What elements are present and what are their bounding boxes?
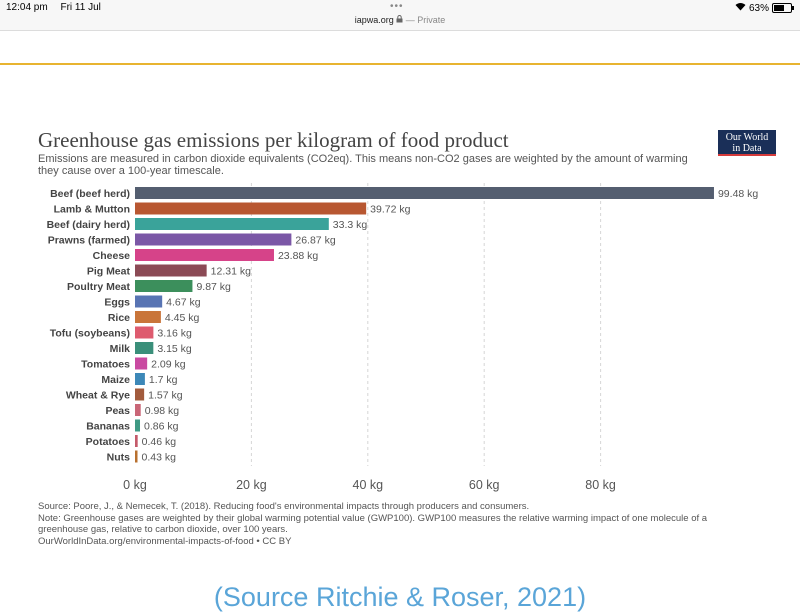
status-left: 12:04 pm Fri 11 Jul bbox=[6, 2, 111, 13]
category-label-4: Cheese bbox=[93, 250, 131, 262]
chart-footer: Source: Poore, J., & Nemecek, T. (2018).… bbox=[38, 501, 758, 547]
category-label-5: Pig Meat bbox=[87, 266, 131, 278]
status-time: 12:04 pm bbox=[6, 2, 48, 13]
logo-line-2: in Data bbox=[732, 143, 762, 154]
value-label-16: 0.46 kg bbox=[142, 436, 177, 448]
status-bar: 12:04 pm Fri 11 Jul ••• iapwa.org — Priv… bbox=[0, 0, 800, 31]
owid-logo[interactable]: Our World in Data bbox=[718, 130, 776, 156]
value-label-10: 3.15 kg bbox=[157, 343, 192, 355]
category-label-7: Eggs bbox=[104, 297, 130, 309]
x-tick-label-1: 20 kg bbox=[236, 478, 267, 492]
value-label-11: 2.09 kg bbox=[151, 359, 186, 371]
category-label-0: Beef (beef herd) bbox=[50, 188, 130, 200]
bar-0 bbox=[135, 187, 714, 199]
header-divider bbox=[0, 63, 800, 65]
category-label-17: Nuts bbox=[107, 452, 130, 464]
source-caption: (Source Ritchie & Roser, 2021) bbox=[213, 582, 587, 612]
category-label-14: Peas bbox=[105, 405, 130, 417]
url-text: iapwa.org bbox=[354, 15, 394, 25]
x-tick-label-0: 0 kg bbox=[123, 478, 147, 492]
bar-11 bbox=[135, 357, 148, 370]
value-label-1: 39.72 kg bbox=[370, 204, 410, 216]
category-label-10: Milk bbox=[110, 343, 131, 355]
bar-16 bbox=[135, 435, 138, 447]
bar-2 bbox=[135, 218, 329, 230]
value-label-9: 3.16 kg bbox=[157, 328, 192, 340]
battery-icon bbox=[772, 3, 794, 13]
chart-subtitle: Emissions are measured in carbon dioxide… bbox=[38, 153, 688, 177]
battery-percent: 63% bbox=[748, 2, 769, 14]
bar-8 bbox=[135, 311, 161, 323]
category-label-6: Poultry Meat bbox=[67, 281, 131, 293]
bar-9 bbox=[135, 326, 154, 339]
x-tick-label-2: 40 kg bbox=[353, 478, 384, 492]
bar-14 bbox=[135, 404, 141, 416]
status-right: 63% bbox=[735, 2, 794, 14]
bar-4 bbox=[135, 249, 274, 261]
x-tick-label-4: 80 kg bbox=[585, 478, 616, 492]
wifi-icon bbox=[735, 2, 746, 14]
source-link[interactable]: OurWorldInData.org/environmental-impacts… bbox=[38, 535, 292, 547]
source-text: Source: Poore, J., & Nemecek, T. (2018).… bbox=[38, 501, 530, 512]
value-label-8: 4.45 kg bbox=[165, 312, 200, 324]
category-label-15: Bananas bbox=[86, 421, 130, 433]
category-label-8: Rice bbox=[108, 312, 130, 324]
private-label: — Private bbox=[405, 15, 446, 25]
category-label-13: Wheat & Rye bbox=[66, 390, 130, 402]
category-label-2: Beef (dairy herd) bbox=[47, 219, 130, 231]
bar-7 bbox=[135, 295, 163, 308]
bar-12 bbox=[135, 373, 145, 385]
bar-1 bbox=[135, 202, 367, 215]
note-text: Note: Greenhouse gases are weighted by t… bbox=[38, 512, 708, 536]
category-label-3: Prawns (farmed) bbox=[48, 235, 130, 247]
category-label-9: Tofu (soybeans) bbox=[50, 328, 130, 340]
value-label-3: 26.87 kg bbox=[295, 235, 335, 247]
bar-10 bbox=[135, 342, 154, 354]
address-bar[interactable]: iapwa.org — Private bbox=[0, 15, 800, 25]
bar-chart: Beef (beef herd) 99.48 kg Lamb & Mutton 39.… bbox=[47, 183, 758, 492]
bar-15 bbox=[135, 419, 141, 432]
category-label-11: Tomatoes bbox=[81, 359, 130, 371]
value-label-7: 4.67 kg bbox=[166, 297, 201, 309]
lock-icon bbox=[396, 15, 406, 25]
chart-title: Greenhouse gas emissions per kilogram of… bbox=[38, 128, 509, 152]
value-label-4: 23.88 kg bbox=[278, 250, 318, 262]
value-label-2: 33.3 kg bbox=[333, 219, 368, 231]
value-label-15: 0.86 kg bbox=[144, 421, 179, 433]
bar-6 bbox=[135, 280, 193, 292]
logo-line-1: Our World bbox=[725, 132, 769, 143]
category-label-12: Maize bbox=[101, 374, 130, 386]
bar-17 bbox=[135, 450, 138, 463]
value-label-14: 0.98 kg bbox=[145, 405, 180, 417]
value-label-13: 1.57 kg bbox=[148, 390, 183, 402]
value-label-5: 12.31 kg bbox=[211, 266, 251, 278]
value-label-17: 0.43 kg bbox=[142, 452, 177, 464]
bar-3 bbox=[135, 233, 292, 246]
bar-5 bbox=[135, 264, 207, 277]
bar-13 bbox=[135, 388, 145, 401]
x-tick-label-3: 60 kg bbox=[469, 478, 500, 492]
value-label-6: 9.87 kg bbox=[196, 281, 231, 293]
category-label-1: Lamb & Mutton bbox=[54, 204, 130, 216]
status-date: Fri 11 Jul bbox=[60, 2, 101, 13]
more-icon[interactable]: ••• bbox=[390, 1, 404, 12]
value-label-0: 99.48 kg bbox=[718, 188, 758, 200]
category-label-16: Potatoes bbox=[86, 436, 131, 448]
value-label-12: 1.7 kg bbox=[149, 374, 178, 386]
